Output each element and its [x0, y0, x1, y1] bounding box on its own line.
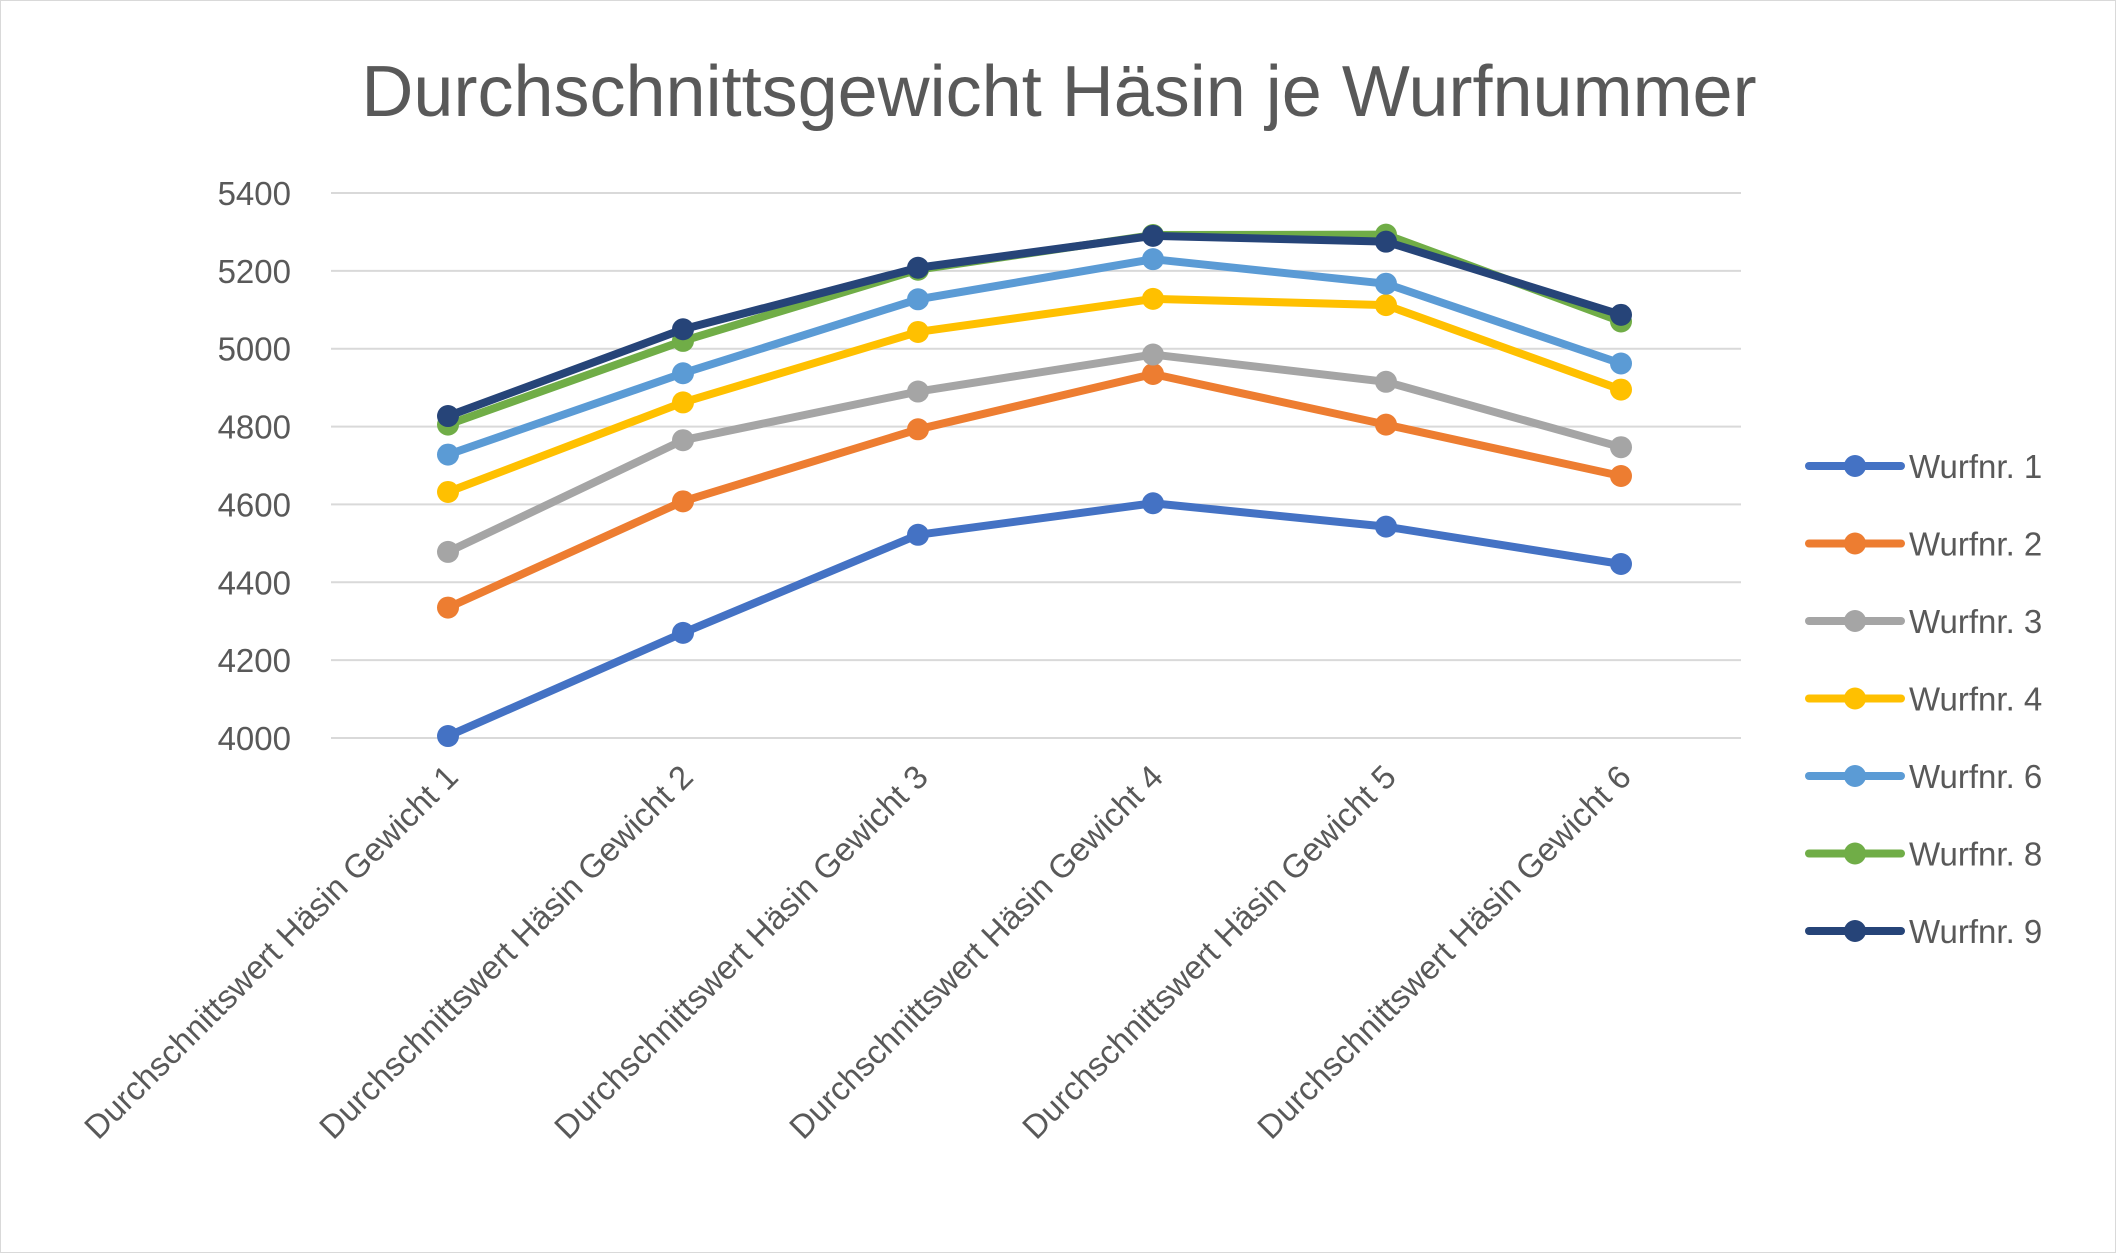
data-point [437, 540, 459, 563]
data-point [437, 725, 459, 748]
x-tick-label: Durchschnittswert Häsin Gewicht 2 [312, 758, 700, 1146]
x-tick-label: Durchschnittswert Häsin Gewicht 6 [1250, 758, 1638, 1146]
y-tick-label: 4000 [218, 720, 291, 757]
legend-label: Wurfnr. 8 [1909, 836, 2042, 873]
series-wurfnr-6 [437, 248, 1632, 466]
legend-marker-swatch [1844, 765, 1866, 787]
y-tick-label: 5400 [218, 175, 291, 212]
legend-label: Wurfnr. 2 [1909, 526, 2042, 563]
y-tick-label: 4800 [218, 409, 291, 446]
series-wurfnr-1 [437, 492, 1632, 748]
series-wurfnr-4 [437, 287, 1632, 503]
y-tick-label: 5200 [218, 253, 291, 290]
data-point [907, 418, 929, 441]
legend-label: Wurfnr. 9 [1909, 913, 2042, 950]
gridlines [331, 192, 1741, 739]
data-point [1375, 272, 1397, 295]
data-point [907, 523, 929, 546]
data-point [672, 318, 694, 341]
data-point [1610, 465, 1632, 488]
data-point [1142, 248, 1164, 271]
legend-item: Wurfnr. 3 [1805, 603, 2042, 640]
x-tick-label: Durchschnittswert Häsin Gewicht 5 [1015, 758, 1403, 1146]
data-point [672, 429, 694, 452]
data-point [1610, 352, 1632, 375]
data-point [1142, 363, 1164, 386]
legend-marker-swatch [1844, 455, 1866, 477]
legend-label: Wurfnr. 3 [1909, 603, 2042, 640]
series-line [444, 499, 1625, 741]
x-tick-label: Durchschnittswert Häsin Gewicht 3 [547, 758, 935, 1146]
legend-label: Wurfnr. 6 [1909, 758, 2042, 795]
series-wurfnr-3 [437, 343, 1632, 563]
data-point [1142, 343, 1164, 366]
data-point [907, 320, 929, 343]
data-point [437, 596, 459, 619]
y-tick-label: 4200 [218, 642, 291, 679]
data-point [1610, 552, 1632, 575]
data-point [437, 480, 459, 503]
legend-marker-swatch [1844, 842, 1866, 865]
data-point [1142, 492, 1164, 515]
series-line [444, 255, 1625, 459]
legend-label: Wurfnr. 1 [1909, 448, 2042, 485]
series-line [444, 370, 1625, 612]
x-tick-label: Durchschnittswert Häsin Gewicht 4 [782, 758, 1170, 1146]
data-point [672, 391, 694, 414]
data-point [672, 621, 694, 644]
data-point [907, 380, 929, 403]
legend-item: Wurfnr. 9 [1805, 913, 2042, 950]
legend-item: Wurfnr. 6 [1805, 758, 2042, 795]
legend-item: Wurfnr. 4 [1805, 681, 2042, 718]
legend-item: Wurfnr. 8 [1805, 836, 2042, 873]
y-tick-label: 4600 [218, 486, 291, 523]
legend-marker-swatch [1844, 920, 1866, 942]
data-point [907, 288, 929, 311]
data-point [1375, 230, 1397, 253]
data-point [1375, 294, 1397, 317]
data-point [1375, 515, 1397, 538]
data-point [1142, 287, 1164, 310]
series-line [444, 294, 1625, 496]
legend-marker-swatch [1844, 687, 1866, 710]
data-point [672, 362, 694, 385]
data-point [437, 405, 459, 428]
legend-item: Wurfnr. 1 [1805, 448, 2042, 485]
data-point [672, 490, 694, 513]
series-wurfnr-9 [437, 224, 1632, 428]
y-tick-label: 5000 [218, 331, 291, 368]
data-point [1610, 436, 1632, 459]
data-point [1610, 303, 1632, 326]
series-line [444, 350, 1625, 556]
legend-label: Wurfnr. 4 [1909, 681, 2042, 718]
legend-marker-swatch [1844, 610, 1866, 632]
y-axis-tick-labels: 4000 4200 4400 4600 4800 5000 5200 5400 [218, 175, 291, 757]
series-wurfnr-2 [437, 363, 1632, 619]
legend-item: Wurfnr. 2 [1805, 526, 2042, 563]
x-axis-tick-labels: Durchschnittswert Häsin Gewicht 1Durchsc… [77, 758, 1638, 1146]
data-point [1375, 370, 1397, 393]
chart-title: Durchschnittsgewicht Häsin je Wurfnummer [361, 52, 1756, 132]
data-point [1142, 224, 1164, 247]
data-point [437, 443, 459, 466]
series-line [444, 231, 1625, 421]
legend: Wurfnr. 1 Wurfnr. 2 Wurfnr. 3 Wurfnr. 4 Wurf… [1805, 448, 2042, 950]
data-point [1375, 413, 1397, 436]
series-lines [437, 223, 1632, 748]
legend-marker-swatch [1844, 532, 1866, 555]
x-tick-label: Durchschnittswert Häsin Gewicht 1 [77, 758, 465, 1146]
data-point [907, 256, 929, 279]
data-point [1610, 378, 1632, 401]
y-tick-label: 4400 [218, 564, 291, 601]
